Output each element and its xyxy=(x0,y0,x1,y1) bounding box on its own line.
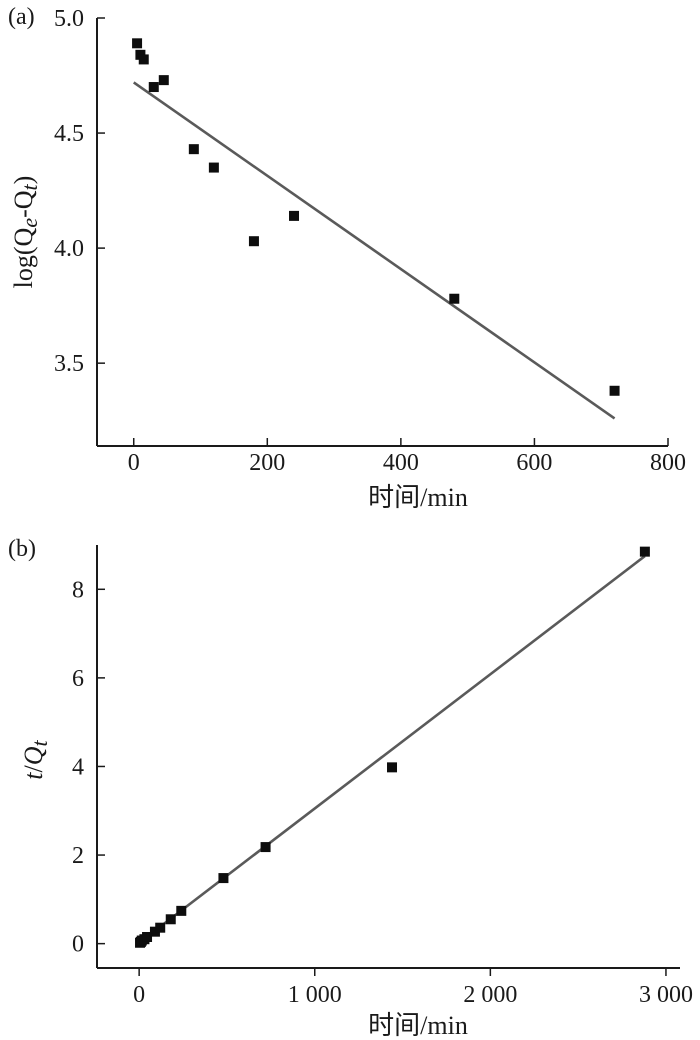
chart-b-y-tick-label: 2 xyxy=(72,843,84,869)
chart-b-y-tick-label: 8 xyxy=(72,577,84,603)
chart-a-data-point xyxy=(132,38,143,49)
chart-b-x-tick-label: 1 000 xyxy=(288,982,342,1008)
chart-a-data-point xyxy=(248,236,259,247)
chart-b-data-point xyxy=(165,914,176,925)
chart-a-y-tick-label: 4.5 xyxy=(54,121,84,147)
chart-b-y-tick-label: 4 xyxy=(72,754,84,780)
chart-a-data-point xyxy=(138,54,149,65)
chart-a-data-point xyxy=(208,162,219,173)
chart-b-x-axis-label: 时间/min xyxy=(368,1011,468,1040)
chart-b-data-point xyxy=(176,905,187,916)
chart-a-data-point xyxy=(188,144,199,155)
chart-a-x-tick-label: 200 xyxy=(249,450,285,476)
chart-b-data-point xyxy=(155,922,166,933)
chart-a-data-point xyxy=(609,385,620,396)
chart-a-y-tick-label: 5.0 xyxy=(54,6,84,32)
chart-b-fit-line xyxy=(138,555,646,944)
chart-a-x-tick-label: 0 xyxy=(128,450,140,476)
chart-b-y-tick-label: 0 xyxy=(72,932,84,958)
chart-b-y-axis-label: t/Qt xyxy=(19,739,52,779)
chart-b-x-tick-label: 3 000 xyxy=(639,982,693,1008)
chart-a-panel-label: (a) xyxy=(8,4,35,30)
chart-b-data-point xyxy=(142,931,153,942)
chart-a-y-tick-label: 4.0 xyxy=(54,236,84,262)
chart-a-x-axis-label: 时间/min xyxy=(368,483,468,512)
chart-a-x-tick-label: 800 xyxy=(650,450,686,476)
chart-b-y-tick-label: 6 xyxy=(72,666,84,692)
chart-a-fit-line xyxy=(132,81,616,420)
chart-panel-a: 0 200 400 600 800 3.5 4.0 4.5 5.0 时间/min log(Qe-Qt… xyxy=(8,4,686,512)
chart-a-y-axis-label: log(Qe-Qt) xyxy=(9,176,42,289)
chart-a-data-point xyxy=(449,293,460,304)
chart-b-data-point xyxy=(218,873,229,884)
chart-b-data-point xyxy=(149,926,160,937)
chart-a-data-point xyxy=(158,75,169,86)
chart-a-data-point xyxy=(148,82,159,93)
chart-b-data-point xyxy=(387,762,398,773)
chart-a-data-point xyxy=(289,210,300,221)
chart-b-x-tick-label: 2 000 xyxy=(463,982,517,1008)
chart-b-panel-label: (b) xyxy=(8,536,36,562)
chart-a-x-tick-label: 400 xyxy=(383,450,419,476)
chart-a-y-tick-label: 3.5 xyxy=(54,351,84,377)
chart-a-x-tick-label: 600 xyxy=(516,450,552,476)
chart-b-x-tick-label: 0 xyxy=(133,982,145,1008)
chart-panel-b: 0 1 000 2 000 3 000 0 2 4 6 8 时间/min t/Qt (b) xyxy=(8,536,693,1040)
chart-b-data-point xyxy=(639,546,650,557)
chart-b-data-point xyxy=(260,842,271,853)
